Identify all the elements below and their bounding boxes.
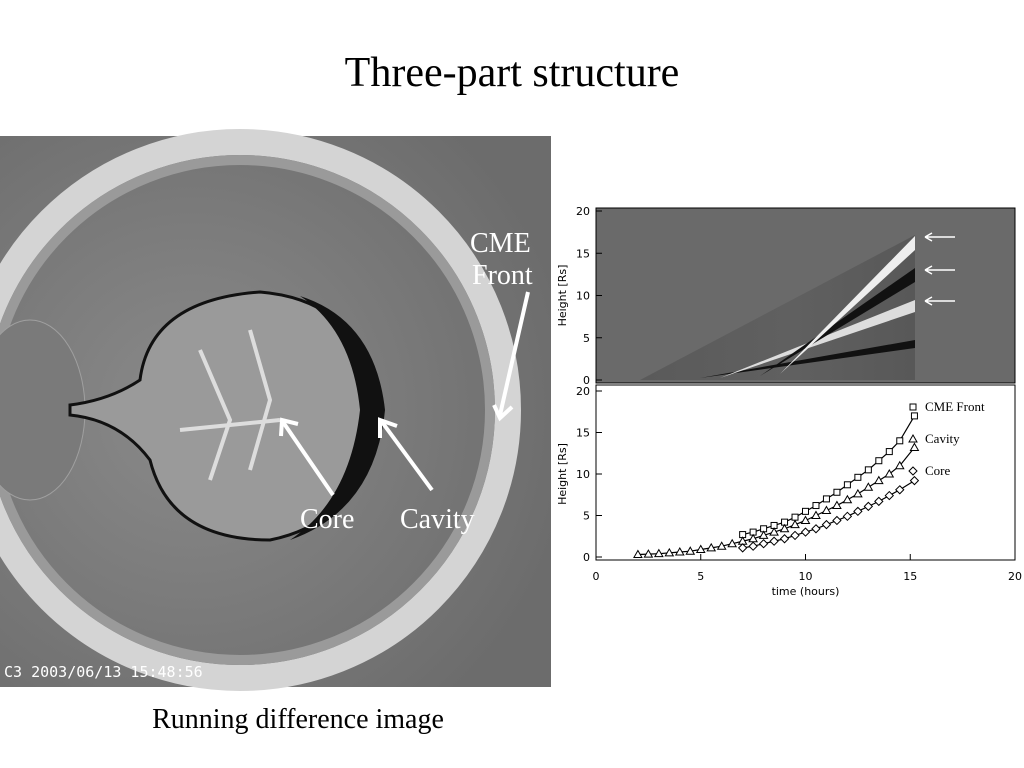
y-tick-label: 10 xyxy=(576,290,590,303)
marker xyxy=(842,494,853,504)
marker xyxy=(853,488,863,498)
marker xyxy=(842,511,853,522)
caption: Running difference image xyxy=(152,704,444,735)
marker xyxy=(854,473,862,481)
marker xyxy=(769,527,779,536)
height-time-map xyxy=(596,208,1015,383)
marker xyxy=(633,549,643,559)
marker xyxy=(802,507,809,515)
legend-marker xyxy=(908,433,918,443)
y-tick-label: 5 xyxy=(583,332,590,345)
image-timestamp: C3 2003/06/13 15:48:56 xyxy=(4,663,203,681)
y-axis-label: Height [Rs] xyxy=(556,265,569,327)
marker xyxy=(874,496,884,507)
marker xyxy=(822,495,830,503)
marker xyxy=(790,519,800,529)
marker xyxy=(664,547,675,557)
legend-marker xyxy=(908,466,918,476)
marker xyxy=(790,530,800,541)
marker xyxy=(843,481,851,489)
series-line xyxy=(637,447,915,556)
marker xyxy=(791,513,799,521)
y-axis-label: Height [Rs] xyxy=(556,443,569,505)
slide-title: Three-part structure xyxy=(345,50,680,96)
marker xyxy=(769,536,779,546)
y-tick-label: 20 xyxy=(576,205,590,218)
marker xyxy=(695,544,706,554)
marker xyxy=(873,475,884,485)
marker xyxy=(910,412,918,420)
marker xyxy=(875,457,883,465)
marker xyxy=(727,538,738,548)
marker xyxy=(758,530,769,539)
x-tick-label: 10 xyxy=(799,570,813,583)
x-tick-label: 5 xyxy=(697,570,704,583)
legend-label: CME Front xyxy=(925,399,985,414)
x-tick-label: 0 xyxy=(593,570,600,583)
legend-label: Cavity xyxy=(925,431,960,446)
marker xyxy=(821,519,832,530)
x-tick-label: 15 xyxy=(903,570,917,583)
legend-label: Core xyxy=(925,463,951,478)
y-tick-label: 10 xyxy=(576,468,590,481)
marker xyxy=(863,501,874,512)
marker xyxy=(653,548,664,558)
marker xyxy=(748,541,758,551)
charts: 0 5 10 15 20 Height [Rs] 0 5 10 15 20 Height [Rs] 0 5… xyxy=(556,205,1022,598)
y-tick-label: 5 xyxy=(583,510,590,523)
marker xyxy=(674,547,685,556)
series-line xyxy=(742,480,915,549)
marker xyxy=(779,534,790,544)
marker xyxy=(811,524,821,534)
marker xyxy=(832,500,842,510)
marker xyxy=(800,527,811,537)
marker xyxy=(864,466,872,474)
marker xyxy=(737,543,748,553)
image-label: Core xyxy=(300,504,354,535)
y-tick-label: 0 xyxy=(583,374,590,387)
marker xyxy=(895,485,905,495)
cme-image: CME Front Core Cavity C3 2003/06/13 15:4… xyxy=(0,129,551,691)
legend-marker xyxy=(909,403,917,411)
marker xyxy=(821,505,832,515)
marker xyxy=(779,523,790,533)
marker xyxy=(896,437,904,445)
marker xyxy=(884,490,895,501)
y-tick-label: 20 xyxy=(576,385,590,398)
marker xyxy=(716,541,727,550)
x-axis-label: time (hours) xyxy=(772,585,840,598)
marker xyxy=(909,442,920,451)
image-label: Front xyxy=(472,260,533,291)
image-label: Cavity xyxy=(400,504,475,535)
marker xyxy=(853,506,863,517)
y-tick-label: 0 xyxy=(583,551,590,564)
marker xyxy=(758,539,769,549)
marker xyxy=(863,482,874,491)
image-label: CME xyxy=(470,228,531,259)
x-tick-label: 20 xyxy=(1008,570,1022,583)
marker xyxy=(812,502,820,510)
marker xyxy=(706,542,717,552)
marker xyxy=(685,546,696,555)
marker xyxy=(643,549,654,558)
marker xyxy=(894,460,905,470)
y-tick-label: 15 xyxy=(576,427,590,440)
marker xyxy=(832,515,842,526)
marker xyxy=(909,475,920,486)
marker xyxy=(833,488,841,496)
marker xyxy=(884,468,895,478)
marker xyxy=(811,510,821,519)
y-tick-label: 15 xyxy=(576,247,590,260)
marker xyxy=(800,515,811,524)
marker xyxy=(885,448,893,456)
